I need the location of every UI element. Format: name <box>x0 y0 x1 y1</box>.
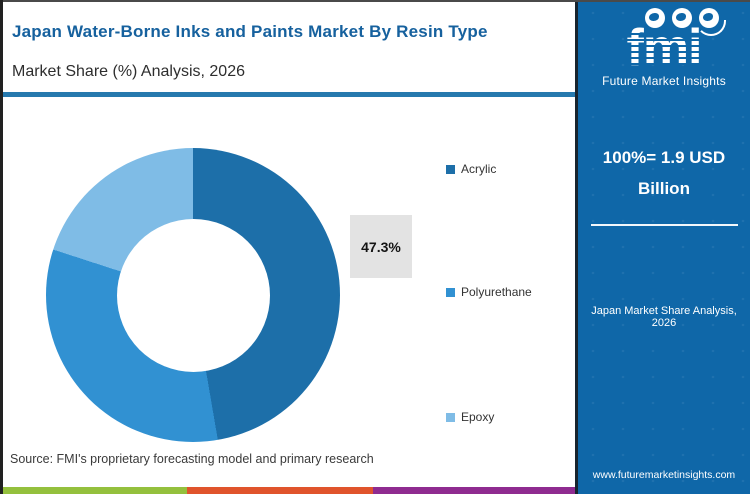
source-note: Source: FMI's proprietary forecasting mo… <box>10 452 374 466</box>
legend-swatch-acrylic <box>446 164 455 174</box>
page-title: Japan Water-Borne Inks and Paints Market… <box>12 22 488 41</box>
footer-bar-segment-green <box>0 487 188 494</box>
fmi-logo: fmi Future Market Insights <box>578 8 750 88</box>
footer-bar-segment-orange <box>187 487 373 494</box>
chart-legend: Acrylic Polyurethane Epoxy <box>446 162 571 432</box>
donut-hole <box>116 218 270 372</box>
legend-swatch-polyurethane <box>446 287 455 297</box>
footer-color-bar <box>0 487 578 494</box>
legend-swatch-epoxy <box>446 412 455 422</box>
fmi-wordmark-stripes <box>626 29 702 70</box>
logo-globes <box>614 8 750 36</box>
share-value: 47.3% <box>361 238 401 255</box>
website-url[interactable]: www.futuremarketinsights.com <box>592 469 736 481</box>
fmi-tagline: Future Market Insights <box>602 73 726 88</box>
page-subtitle: Market Share (%) Analysis, 2026 <box>12 63 245 80</box>
legend-label: Polyurethane <box>461 285 532 299</box>
legend-item-acrylic[interactable]: Acrylic <box>446 162 496 176</box>
header-underline <box>3 92 578 97</box>
sidebar-caption: Japan Market Share Analysis, 2026 <box>591 305 737 329</box>
market-size-headline: 100%= 1.9 USD Billion <box>602 148 726 199</box>
left-edge-border <box>0 0 3 494</box>
legend-item-epoxy[interactable]: Epoxy <box>446 410 494 424</box>
brand-sidebar: fmi Future Market Insights 100%= 1.9 USD… <box>575 0 750 494</box>
globe-icon <box>645 8 665 28</box>
globe-icon <box>672 8 692 28</box>
header: Japan Water-Borne Inks and Paints Market… <box>12 22 572 81</box>
legend-item-polyurethane[interactable]: Polyurethane <box>446 285 532 299</box>
fmi-wordmark: fmi <box>626 22 703 74</box>
footer-bar-segment-purple <box>372 487 578 494</box>
top-edge-border <box>0 0 750 2</box>
legend-label: Acrylic <box>461 162 497 176</box>
donut-chart[interactable] <box>46 148 340 442</box>
sidebar-divider <box>591 224 738 226</box>
legend-label: Epoxy <box>461 410 495 424</box>
share-callout: 47.3% <box>350 215 412 278</box>
